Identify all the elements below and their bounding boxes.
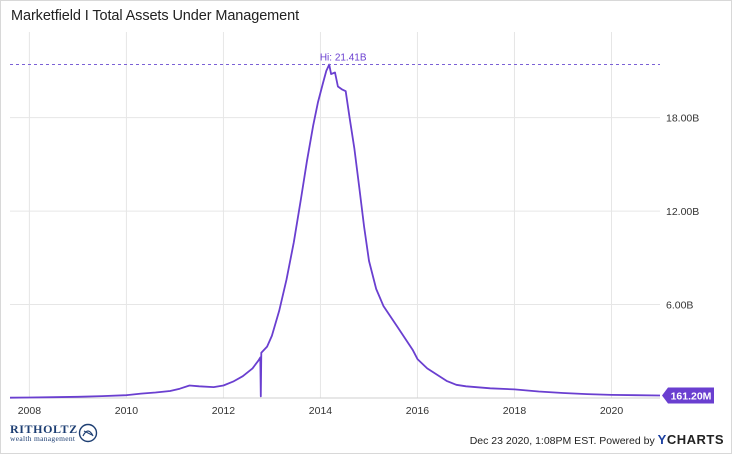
footer-attribution: Dec 23 2020, 1:08PM EST. Powered by YCHA… [470,432,724,447]
logo-subtitle: wealth management [10,434,76,443]
annotation-layer: Hi: 21.41B 161.20M [10,53,714,404]
x-tick-label: 2012 [212,405,236,417]
ritholtz-logo: RITHOLTZ wealth management [10,423,78,443]
ycharts-logo-text: CHARTS [666,432,724,447]
x-tick-label: 2008 [18,405,42,417]
x-tick-label: 2010 [115,405,139,417]
ycharts-logo[interactable]: YCHARTS [658,432,724,447]
last-value-label: 161.20M [671,390,712,402]
y-tick-label: 18.00B [666,113,699,125]
x-tick-label: 2016 [406,405,430,417]
x-tick-label: 2014 [309,405,333,417]
chart-title: Marketfield I Total Assets Under Managem… [11,8,299,24]
x-tick-label: 2018 [503,405,527,417]
x-tick-label: 2020 [600,405,624,417]
y-tick-label: 12.00B [666,206,699,218]
footer-powered-by: Powered by [599,435,655,447]
footer-timestamp: Dec 23 2020, 1:08PM EST. [469,435,597,447]
high-label: Hi: 21.41B [320,53,367,64]
axis-layer: 2008 2010 2012 2014 2016 2018 2020 6.00B 12.00B 1… [18,113,700,417]
aum-series-line [9,63,661,399]
last-value-tag [662,387,714,404]
y-tick-label: 6.00B [666,300,693,312]
logo-seal-icon [78,423,98,443]
series-layer [9,63,661,399]
ycharts-logo-y: Y [657,432,667,447]
grid-layer [10,32,660,399]
logo-brand: RITHOLTZ [10,422,78,436]
